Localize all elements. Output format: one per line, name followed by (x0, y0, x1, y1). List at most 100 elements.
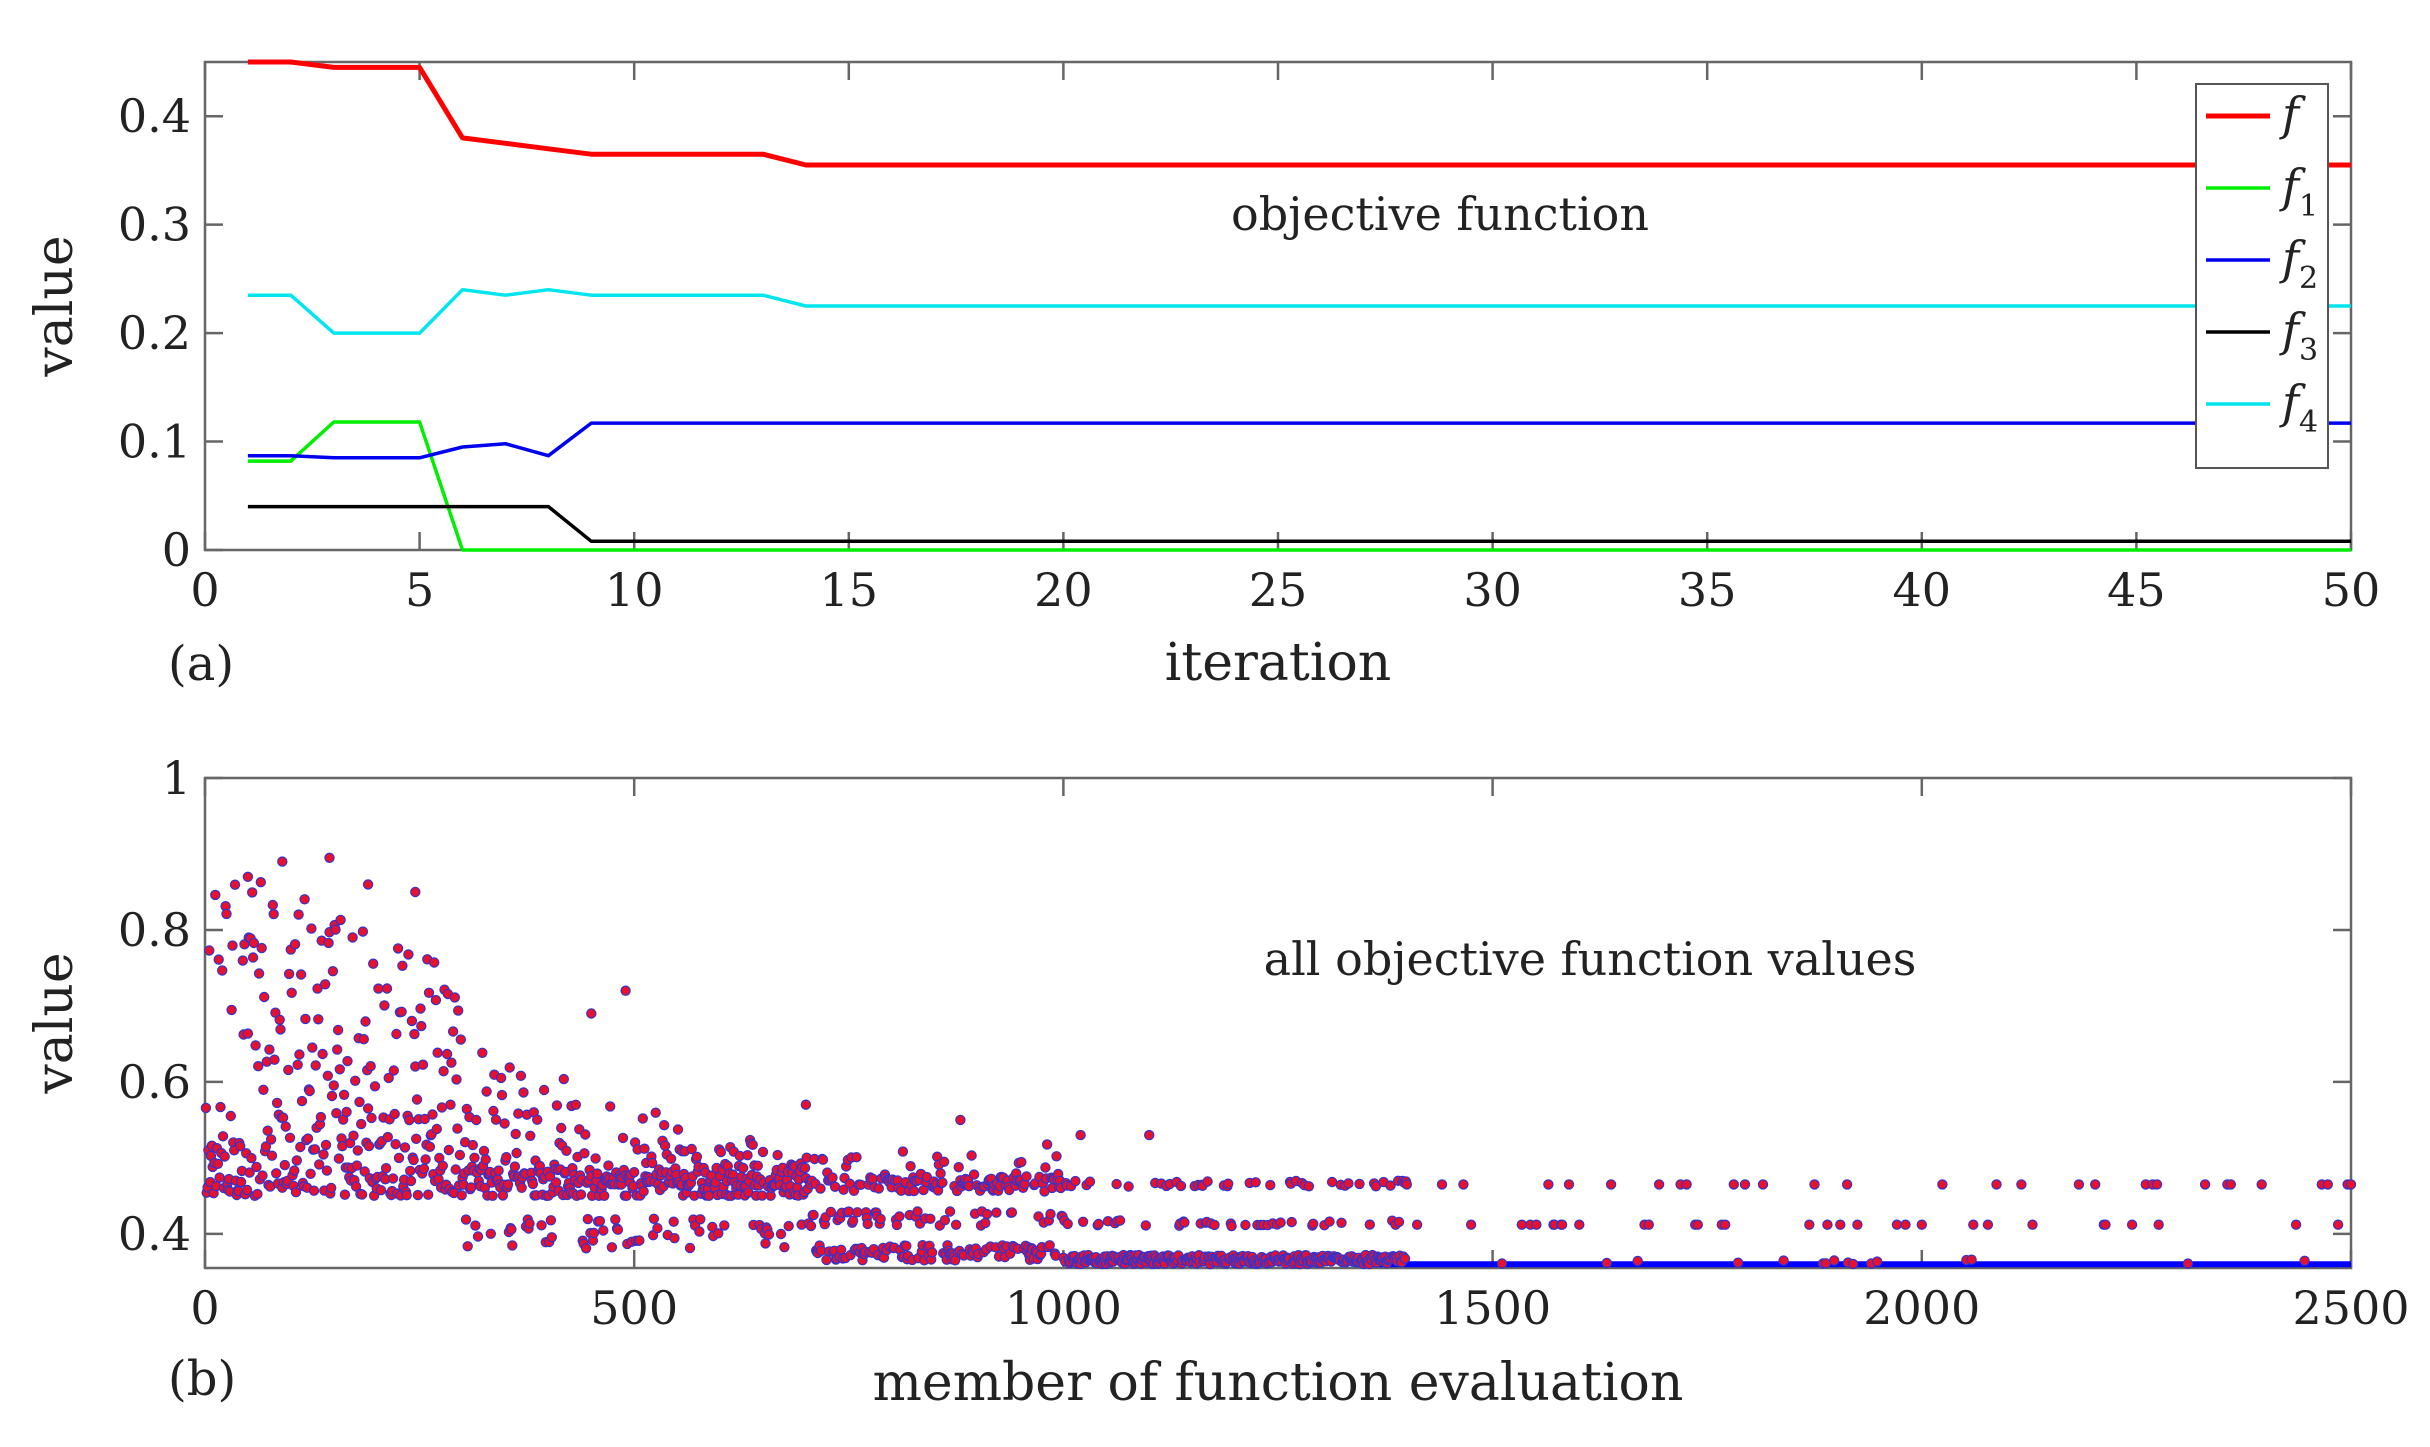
scatter-point (309, 1144, 321, 1155)
scatter-point (665, 1153, 677, 1165)
scatter-point (829, 1181, 841, 1193)
scatter-point (419, 1113, 430, 1125)
scatter-point (1286, 1216, 1297, 1228)
scatter-point (471, 1114, 482, 1126)
y-tick-label: 0 (162, 523, 191, 577)
scatter-point (851, 1151, 862, 1163)
scatter-point (320, 979, 331, 990)
scatter-point (487, 1190, 498, 1202)
scatter-point (348, 1130, 359, 1141)
scatter-point (1516, 1219, 1528, 1230)
scatter-point (1968, 1219, 1979, 1230)
scatter-point (582, 1213, 594, 1225)
scatter-point (605, 1101, 616, 1112)
scatter-point (935, 1168, 946, 1179)
x-tick-label: 25 (1249, 563, 1308, 617)
scatter-point (955, 1114, 966, 1126)
scatter-point (410, 886, 421, 898)
scatter-point (1250, 1177, 1261, 1188)
x-tick-label: 20 (1034, 563, 1093, 617)
scatter-point (545, 1215, 557, 1226)
scatter-point (358, 1033, 369, 1045)
scatter-point (366, 1112, 377, 1124)
scatter-point (389, 1108, 400, 1120)
scatter-point (264, 1044, 275, 1055)
scatter-point (328, 1080, 339, 1091)
scatter-point (365, 1060, 376, 1072)
scatter-point (469, 1152, 480, 1164)
y-tick-label: 1 (162, 751, 191, 805)
scatter-point (2256, 1179, 2267, 1190)
scatter-point (391, 1028, 402, 1040)
scatter-point (258, 1084, 269, 1096)
panel-a-annotation: objective function (1231, 187, 1649, 241)
scatter-point (403, 949, 414, 960)
scatter-point (338, 1089, 350, 1101)
scatter-point (1916, 1219, 1928, 1230)
scatter-point (248, 937, 260, 949)
scatter-point (1240, 1219, 1251, 1231)
scatter-point (322, 1070, 333, 1082)
scatter-point (252, 1188, 263, 1200)
scatter-point (456, 1190, 467, 1201)
scatter-point (260, 1141, 272, 1152)
scatter-point (1040, 1162, 1051, 1173)
scatter-point (229, 879, 241, 890)
scatter-point (827, 1172, 838, 1183)
scatter-point (241, 1184, 253, 1196)
scatter-point (1601, 1257, 1613, 1269)
scatter-point (2199, 1179, 2211, 1190)
scatter-point (659, 1140, 671, 1151)
scatter-point (2182, 1258, 2194, 1269)
scatter-point (302, 1133, 314, 1144)
scatter-point (405, 1165, 416, 1177)
scatter-point (215, 1101, 226, 1113)
scatter-point (423, 987, 435, 999)
scatter-point (490, 1114, 502, 1125)
scatter-point (1900, 1219, 1911, 1230)
scatter-point (214, 1172, 225, 1183)
scatter-point (265, 1134, 277, 1145)
scatter-point (556, 1122, 567, 1134)
scatter-point (388, 1065, 399, 1076)
scatter-point (392, 943, 404, 954)
scatter-point (339, 1189, 351, 1200)
scatter-point (318, 1149, 329, 1160)
panel-b-ticks: 0 500 1000 1500 2000 2500 0.4 0.6 0.8 1 (118, 751, 2410, 1335)
scatter-point (747, 1139, 758, 1151)
scatter-point (496, 1089, 508, 1101)
scatter-point (1175, 1180, 1187, 1192)
scatter-point (1202, 1176, 1213, 1187)
scatter-point (420, 1154, 431, 1165)
scatter-point (2345, 1179, 2357, 1190)
x-tick-label: 5 (405, 563, 434, 617)
scatter-point (1307, 1218, 1319, 1230)
scatter-point (538, 1084, 550, 1096)
scatter-point (416, 1020, 427, 1032)
scatter-point (756, 1190, 768, 1201)
scatter-point (805, 1220, 817, 1232)
scatter-point (1739, 1179, 1751, 1190)
scatter-point (341, 1106, 352, 1118)
series-line-f4 (247, 287, 2351, 335)
scatter-point (580, 1129, 591, 1140)
scatter-point (296, 1095, 308, 1107)
scatter-point (253, 1060, 264, 1072)
scatter-point (799, 1162, 811, 1174)
scatter-point (246, 887, 258, 898)
scatter-point (1209, 1219, 1220, 1231)
scatter-point (445, 1099, 456, 1110)
scatter-point (1574, 1219, 1585, 1230)
scatter-point (1265, 1179, 1276, 1191)
scatter-point (312, 983, 323, 994)
scatter-point (800, 1099, 812, 1110)
scatter-point (621, 1190, 632, 1202)
panel-a-xlabel: iteration (1165, 633, 1391, 693)
scatter-point (1364, 1219, 1376, 1230)
scatter-point (1075, 1129, 1086, 1141)
scatter-point (200, 1102, 212, 1114)
scatter-point (437, 1160, 448, 1172)
scatter-point (335, 914, 346, 926)
scatter-point (1041, 1139, 1053, 1150)
x-tick-label: 2000 (1863, 1281, 1980, 1335)
